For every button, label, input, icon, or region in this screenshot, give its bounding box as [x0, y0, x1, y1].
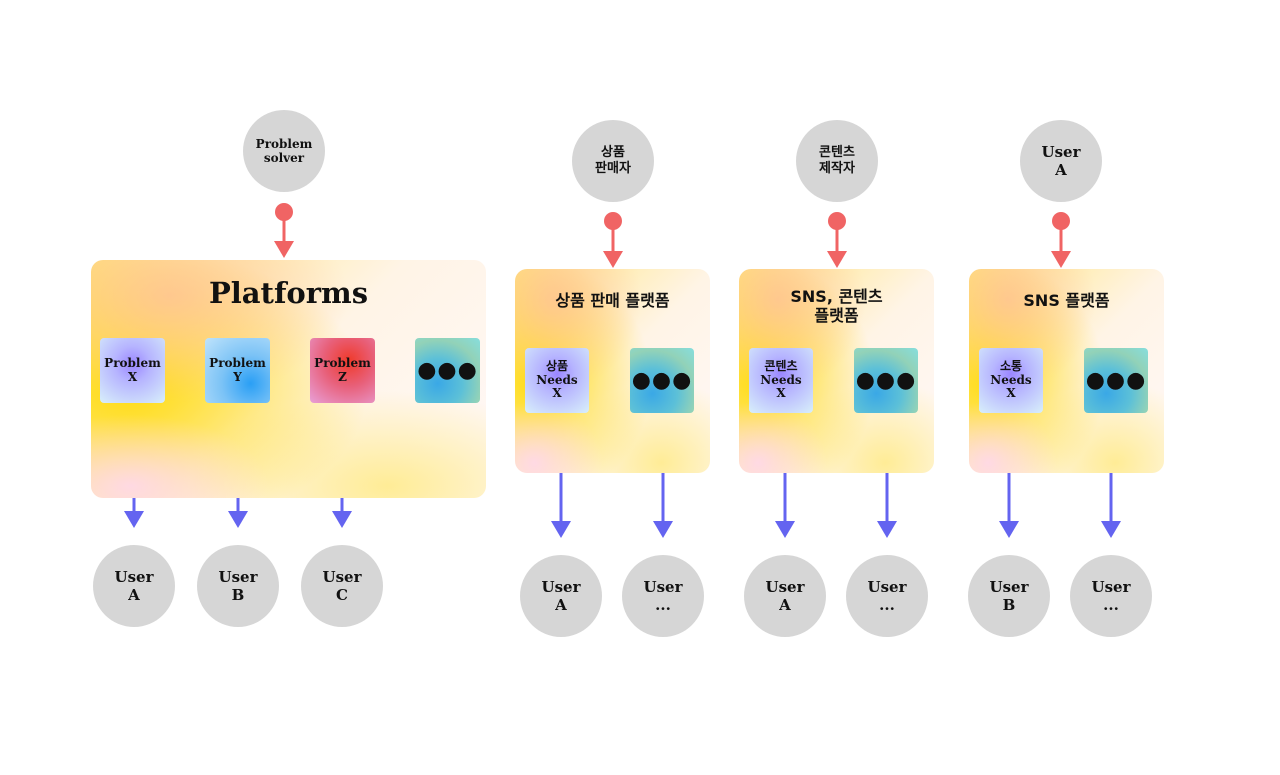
- need-card: 소통 Needs X: [979, 348, 1043, 413]
- need-card: ●●●: [415, 338, 480, 403]
- user-node: User B: [197, 545, 279, 627]
- need-card: Problem X: [100, 338, 165, 403]
- need-card: ●●●: [630, 348, 694, 413]
- user-node: User C: [301, 545, 383, 627]
- platform-title: SNS 플랫폼: [1023, 291, 1110, 310]
- input-arrow: [274, 203, 294, 258]
- user-node: User A: [744, 555, 826, 637]
- user-node: User ...: [846, 555, 928, 637]
- need-card: 콘텐츠 Needs X: [749, 348, 813, 413]
- source-node: 콘텐츠 제작자: [796, 120, 878, 202]
- need-card: Problem Y: [205, 338, 270, 403]
- user-node: User ...: [1070, 555, 1152, 637]
- source-node: 상품 판매자: [572, 120, 654, 202]
- input-arrow: [603, 212, 623, 268]
- need-card: ●●●: [854, 348, 918, 413]
- platform-title: SNS, 콘텐츠 플랫폼: [790, 287, 883, 326]
- need-card: 상품 Needs X: [525, 348, 589, 413]
- input-arrow: [1051, 212, 1071, 268]
- need-card: ●●●: [1084, 348, 1148, 413]
- user-node: User A: [93, 545, 175, 627]
- user-node: User ...: [622, 555, 704, 637]
- platform-title: Platforms: [208, 276, 369, 310]
- source-node: User A: [1020, 120, 1102, 202]
- user-node: User A: [520, 555, 602, 637]
- platform-title: 상품 판매 플랫폼: [555, 291, 670, 310]
- input-arrow: [827, 212, 847, 268]
- user-node: User B: [968, 555, 1050, 637]
- source-node: Problem solver: [243, 110, 325, 192]
- need-card: Problem Z: [310, 338, 375, 403]
